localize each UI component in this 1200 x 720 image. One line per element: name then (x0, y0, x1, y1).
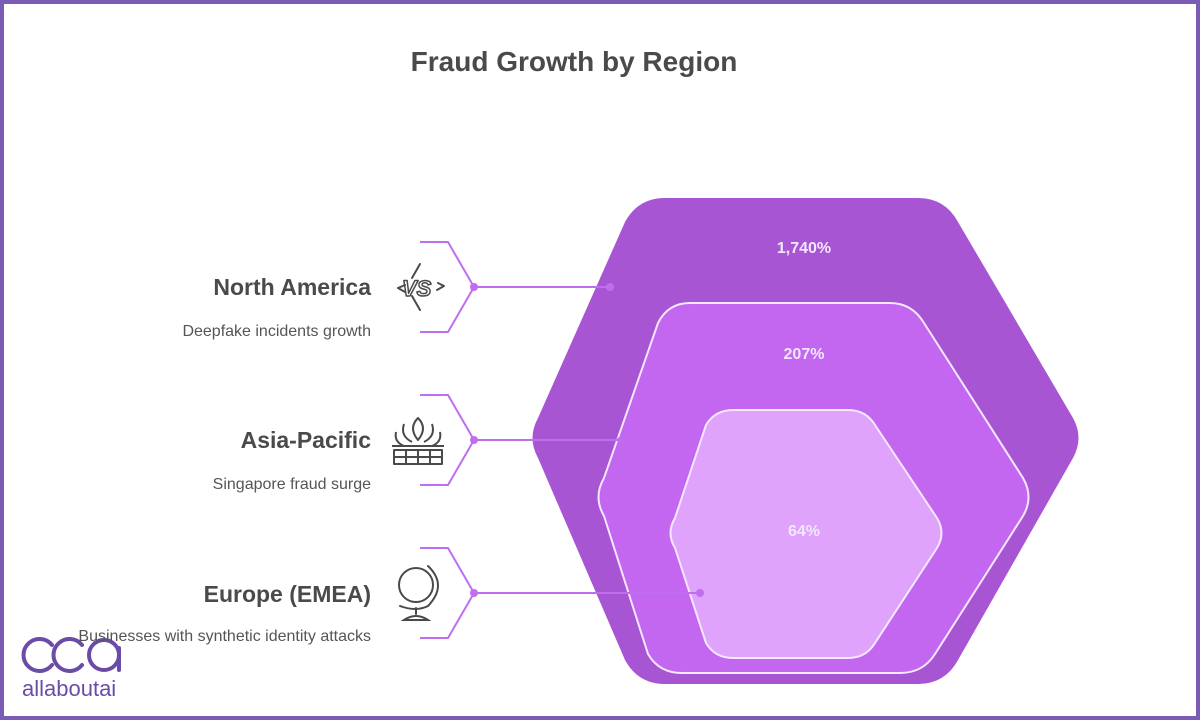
hexagon-inner-europe (669, 409, 943, 659)
value-asia-pacific: 207% (783, 346, 825, 363)
diagram-title: Fraud Growth by Region (410, 46, 738, 77)
logo-mark (21, 637, 121, 673)
region-description: Deepfake incidents growth (182, 323, 371, 340)
svg-text:VS: VS (402, 276, 432, 301)
value-north-america: 1,740% (776, 240, 832, 257)
lotus-temple-icon (392, 417, 444, 465)
region-name: North America (213, 274, 371, 300)
vs-icon: VS (397, 263, 445, 311)
region-name: Asia-Pacific (240, 427, 371, 453)
value-europe: 64% (787, 523, 821, 540)
connector-north-america (420, 241, 610, 333)
region-label-europe: Europe (EMEA) Businesses with synthetic … (71, 581, 371, 648)
region-name: Europe (EMEA) (203, 581, 371, 607)
region-description: Businesses with synthetic identity attac… (78, 628, 371, 645)
region-label-north-america: North America Deepfake incidents growth (182, 274, 371, 343)
region-description: Singapore fraud surge (212, 476, 371, 493)
globe-icon (398, 565, 439, 621)
logo-text: allaboutai (22, 676, 117, 701)
region-label-asia-pacific: Asia-Pacific Singapore fraud surge (213, 427, 371, 496)
